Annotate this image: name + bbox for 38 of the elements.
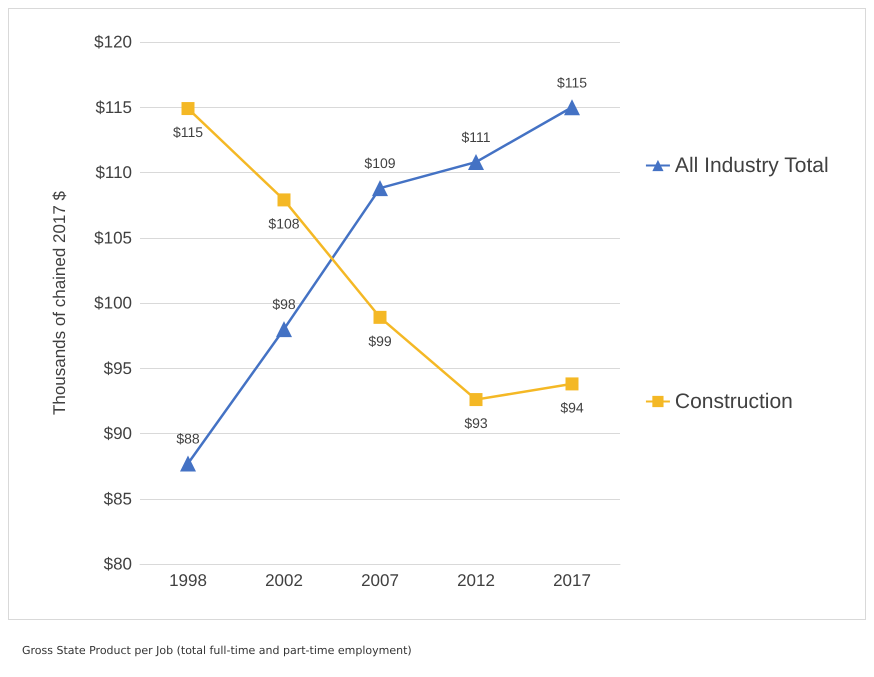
data-label: $115 bbox=[556, 74, 588, 90]
y-tick-label: $120 bbox=[94, 32, 132, 52]
data-label: $115 bbox=[172, 124, 204, 140]
data-label: $108 bbox=[268, 215, 300, 232]
y-tick-label: $80 bbox=[104, 554, 132, 574]
y-axis-title: Thousands of chained 2017 $ bbox=[50, 190, 69, 416]
point bbox=[372, 180, 388, 196]
point bbox=[276, 321, 292, 338]
x-tick-label: 2012 bbox=[457, 571, 495, 590]
y-tick-label: $95 bbox=[104, 358, 132, 378]
point bbox=[374, 310, 386, 324]
point bbox=[278, 193, 290, 206]
x-tick-label: 2017 bbox=[553, 571, 591, 590]
x-tick-label: 2002 bbox=[265, 571, 303, 590]
point bbox=[566, 377, 578, 390]
y-tick-label: $100 bbox=[94, 294, 132, 312]
data-label: $94 bbox=[560, 399, 584, 416]
data-label: $111 bbox=[461, 129, 491, 146]
point bbox=[470, 393, 482, 406]
x-tick-label: 2007 bbox=[361, 571, 399, 590]
y-tick-label: $115 bbox=[95, 98, 132, 117]
legend-label: Construction bbox=[674, 390, 793, 413]
y-tick-label: $90 bbox=[104, 424, 132, 443]
point bbox=[468, 154, 484, 170]
data-label: $109 bbox=[364, 155, 396, 172]
data-label: $99 bbox=[368, 332, 392, 349]
text: Gross State Product per Job (total full-time and part-time employment) bbox=[22, 644, 412, 657]
data-label: $98 bbox=[272, 296, 296, 312]
data-label: $88 bbox=[176, 430, 200, 447]
y-tick-label: $105 bbox=[94, 228, 132, 248]
data-label: $93 bbox=[464, 415, 488, 432]
point bbox=[180, 456, 196, 472]
y-tick-label: $110 bbox=[95, 163, 132, 182]
y-tick-label: $85 bbox=[104, 489, 132, 508]
point bbox=[564, 99, 580, 116]
x-tick-label: 1998 bbox=[169, 571, 207, 590]
legend-label: All Industry Total bbox=[674, 154, 829, 177]
point bbox=[182, 102, 194, 116]
